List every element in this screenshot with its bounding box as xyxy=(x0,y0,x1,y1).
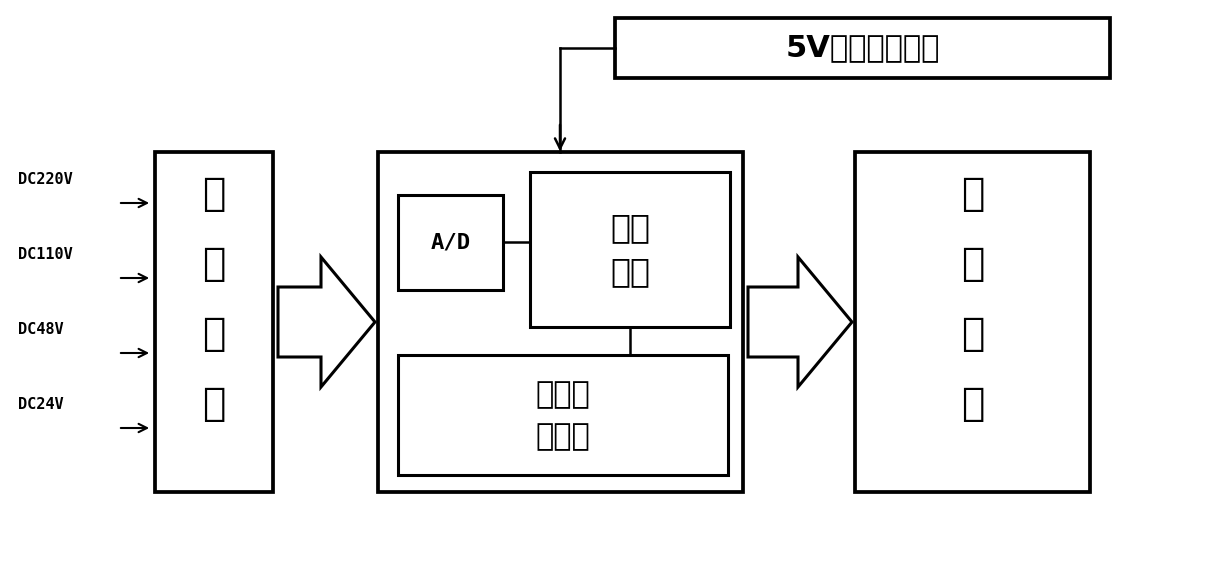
Text: 出: 出 xyxy=(960,385,984,423)
Bar xyxy=(155,152,273,492)
Text: DC48V: DC48V xyxy=(18,322,64,337)
Text: A/D: A/D xyxy=(430,232,470,253)
Text: 输: 输 xyxy=(960,315,984,353)
Bar xyxy=(378,152,743,492)
Text: DC24V: DC24V xyxy=(18,397,64,412)
Text: DC220V: DC220V xyxy=(18,172,73,187)
Text: 输出: 输出 xyxy=(610,255,650,288)
Bar xyxy=(855,152,1090,492)
Text: 压: 压 xyxy=(203,385,226,423)
Polygon shape xyxy=(277,257,375,387)
Text: 耦: 耦 xyxy=(960,245,984,283)
Text: 比较: 比较 xyxy=(610,211,650,244)
Text: 护: 护 xyxy=(203,245,226,283)
Bar xyxy=(615,18,1110,78)
Bar xyxy=(398,195,503,290)
Bar xyxy=(398,355,728,475)
Bar xyxy=(530,172,730,327)
Text: 光: 光 xyxy=(960,175,984,213)
Text: 5V电压隔离模块: 5V电压隔离模块 xyxy=(786,33,940,63)
Text: 遥信电: 遥信电 xyxy=(535,381,590,409)
Text: 分: 分 xyxy=(203,315,226,353)
Text: DC110V: DC110V xyxy=(18,247,73,262)
Text: 压存储: 压存储 xyxy=(535,422,590,452)
Polygon shape xyxy=(748,257,852,387)
Text: 保: 保 xyxy=(203,175,226,213)
